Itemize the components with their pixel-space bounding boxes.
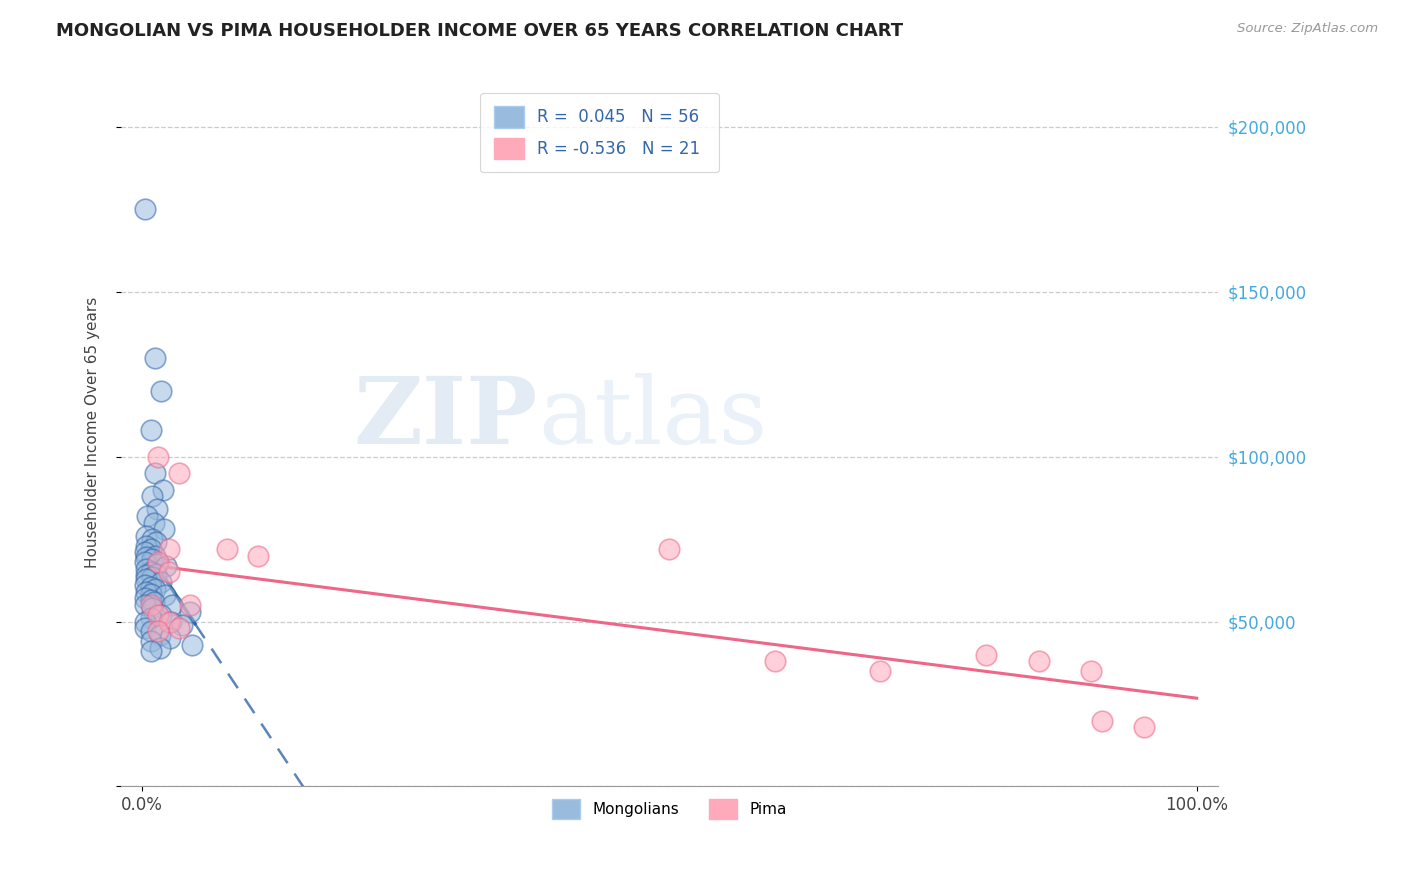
Point [1028, 654, 1050, 668]
Point [142, 516, 165, 530]
Point [149, 640, 172, 655]
Point [135, 529, 157, 543]
Point [146, 557, 169, 571]
Point [134, 615, 156, 629]
Point [141, 570, 163, 584]
Point [141, 532, 163, 546]
Point [134, 555, 156, 569]
Y-axis label: Householder Income Over 65 years: Householder Income Over 65 years [86, 296, 100, 567]
Point [136, 509, 159, 524]
Point [247, 549, 270, 563]
Point [157, 542, 180, 557]
Point [172, 618, 194, 632]
Point [141, 601, 163, 615]
Point [869, 664, 891, 678]
Point [1133, 720, 1156, 734]
Point [159, 615, 181, 629]
Point [167, 466, 190, 480]
Point [160, 598, 183, 612]
Point [135, 539, 157, 553]
Text: Source: ZipAtlas.com: Source: ZipAtlas.com [1237, 22, 1378, 36]
Legend: Mongolians, Pima: Mongolians, Pima [547, 793, 793, 825]
Point [1091, 714, 1114, 728]
Point [141, 552, 163, 566]
Point [167, 621, 190, 635]
Point [134, 202, 156, 217]
Point [146, 555, 169, 569]
Point [153, 522, 176, 536]
Point [145, 566, 167, 581]
Point [134, 578, 156, 592]
Point [139, 586, 162, 600]
Point [149, 628, 172, 642]
Point [134, 621, 156, 635]
Point [135, 585, 157, 599]
Point [135, 568, 157, 582]
Point [143, 549, 166, 563]
Point [142, 595, 165, 609]
Point [146, 502, 169, 516]
Point [215, 542, 238, 557]
Point [146, 624, 169, 639]
Point [1080, 664, 1102, 678]
Point [139, 644, 162, 658]
Point [179, 598, 201, 612]
Point [159, 631, 181, 645]
Point [157, 615, 180, 629]
Point [157, 565, 180, 579]
Point [155, 558, 177, 573]
Point [135, 550, 157, 565]
Point [139, 593, 162, 607]
Point [134, 598, 156, 612]
Point [139, 565, 162, 579]
Point [134, 591, 156, 606]
Point [150, 607, 173, 622]
Point [179, 605, 201, 619]
Point [150, 574, 173, 589]
Point [146, 607, 169, 622]
Point [139, 624, 162, 639]
Point [139, 634, 162, 648]
Point [143, 351, 166, 365]
Point [143, 582, 166, 596]
Point [139, 423, 162, 437]
Text: ZIP: ZIP [354, 373, 538, 463]
Point [146, 450, 169, 464]
Point [135, 572, 157, 586]
Point [974, 648, 997, 662]
Text: atlas: atlas [538, 373, 768, 463]
Point [134, 545, 156, 559]
Point [763, 654, 786, 668]
Point [135, 562, 157, 576]
Point [152, 483, 174, 497]
Point [180, 638, 202, 652]
Point [139, 542, 162, 557]
Point [143, 466, 166, 480]
Point [145, 535, 167, 549]
Point [141, 489, 163, 503]
Point [155, 588, 177, 602]
Point [139, 611, 162, 625]
Point [150, 384, 173, 398]
Point [139, 598, 162, 612]
Text: MONGOLIAN VS PIMA HOUSEHOLDER INCOME OVER 65 YEARS CORRELATION CHART: MONGOLIAN VS PIMA HOUSEHOLDER INCOME OVE… [56, 22, 904, 40]
Point [658, 542, 681, 557]
Point [139, 580, 162, 594]
